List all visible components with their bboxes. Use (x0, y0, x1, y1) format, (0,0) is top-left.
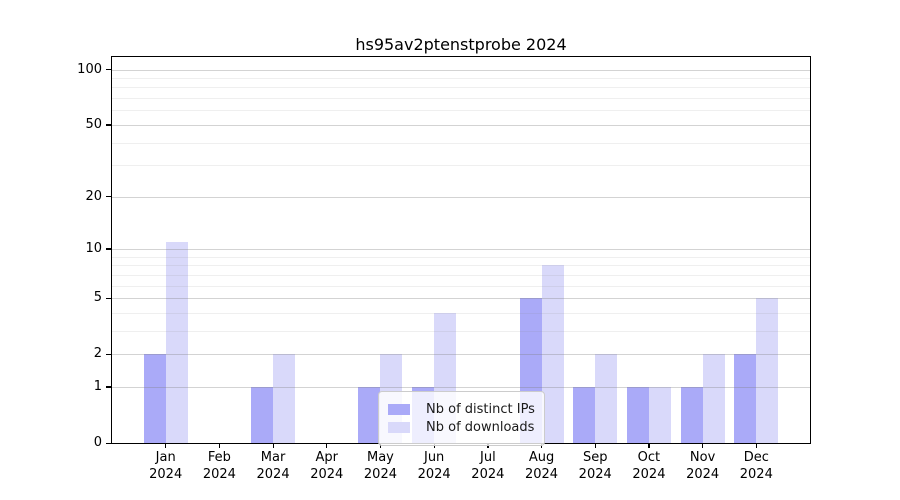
legend-row-ips: Nb of distinct IPs (388, 402, 535, 417)
x-tick-label-11: Nov 2024 (686, 450, 720, 482)
x-tick-label-7: Jul 2024 (471, 450, 505, 482)
x-tick-label-12: Dec 2024 (739, 450, 773, 482)
major-gridline-50 (112, 124, 810, 126)
x-tick-mark-2 (218, 444, 221, 448)
legend-row-downloads: Nb of downloads (388, 420, 535, 435)
x-tick-mark-5 (379, 444, 382, 448)
y-tick-label-0: 0 (93, 435, 102, 450)
minor-gridline-30 (112, 165, 810, 167)
x-tick-mark-3 (272, 444, 274, 448)
x-tick-mark-6 (433, 444, 435, 448)
bar-ips-mar (251, 386, 274, 443)
minor-gridline-3 (112, 330, 810, 332)
bar-downloads-jan (165, 241, 188, 443)
x-tick-mark-12 (755, 444, 757, 448)
legend-swatch-ips (388, 404, 410, 415)
y-tick-mark-20 (106, 196, 111, 198)
grid-layer (112, 57, 810, 443)
minor-gridline-8 (112, 265, 810, 267)
major-gridline-5 (112, 298, 810, 300)
y-tick-label-10: 10 (85, 240, 102, 256)
minor-gridline-90 (112, 78, 810, 80)
legend-label-downloads: Nb of downloads (426, 420, 535, 435)
x-tick-label-1: Jan 2024 (149, 450, 183, 482)
minor-gridline-7 (112, 274, 810, 276)
bar-downloads-nov (702, 354, 725, 443)
major-gridline-100 (112, 69, 810, 71)
bar-ips-jan (143, 354, 166, 443)
minor-gridline-9 (112, 256, 810, 258)
y-tick-label-1: 1 (93, 378, 102, 394)
y-tick-mark-100 (106, 69, 111, 71)
bar-ips-dec (734, 354, 757, 443)
x-tick-mark-9 (594, 444, 596, 448)
y-tick-mark-0 (106, 442, 111, 444)
major-gridline-1 (112, 386, 810, 388)
bar-ips-may (358, 386, 381, 443)
x-tick-label-6: Jun 2024 (417, 450, 451, 482)
x-tick-label-4: Apr 2024 (310, 450, 344, 482)
minor-gridline-70 (112, 98, 810, 100)
x-tick-label-10: Oct 2024 (632, 450, 666, 482)
minor-gridline-4 (112, 312, 810, 314)
minor-gridline-40 (112, 142, 810, 144)
x-tick-label-3: Mar 2024 (256, 450, 290, 482)
minor-gridline-80 (112, 87, 810, 89)
legend-swatch-downloads (388, 422, 410, 433)
y-tick-mark-2 (106, 353, 111, 355)
legend-label-ips: Nb of distinct IPs (426, 402, 535, 417)
minor-gridline-60 (112, 110, 810, 112)
bar-downloads-dec (756, 298, 779, 443)
y-tick-label-50: 50 (85, 116, 102, 132)
x-tick-mark-1 (165, 444, 167, 448)
x-tick-mark-11 (702, 444, 704, 448)
chart-title: hs95av2ptenstprobe 2024 (355, 35, 567, 54)
x-tick-label-9: Sep 2024 (578, 450, 612, 482)
x-tick-mark-4 (326, 444, 328, 448)
x-tick-label-8: Aug 2024 (524, 450, 559, 482)
bar-ips-sep (573, 386, 596, 443)
y-tick-label-20: 20 (85, 188, 102, 204)
major-gridline-2 (112, 354, 810, 356)
bar-ips-oct (626, 386, 649, 443)
y-tick-mark-5 (106, 297, 111, 299)
bar-downloads-aug (541, 265, 564, 443)
y-tick-mark-1 (106, 386, 111, 388)
bar-downloads-mar (273, 354, 296, 443)
y-tick-label-2: 2 (93, 346, 102, 362)
legend: Nb of distinct IPs Nb of downloads (378, 391, 545, 446)
bar-downloads-oct (648, 386, 671, 443)
x-tick-mark-7 (487, 444, 489, 448)
x-tick-mark-10 (648, 444, 650, 448)
x-tick-label-2: Feb 2024 (202, 450, 236, 482)
minor-gridline-6 (112, 285, 810, 287)
major-gridline-20 (112, 196, 810, 198)
x-tick-mark-8 (541, 444, 543, 448)
y-tick-label-100: 100 (77, 61, 102, 77)
x-tick-label-5: May 2024 (363, 450, 397, 482)
bar-downloads-sep (595, 354, 618, 443)
bar-ips-nov (680, 386, 703, 443)
major-gridline-10 (112, 248, 810, 250)
y-tick-mark-10 (106, 248, 111, 250)
plot-area: Nb of distinct IPs Nb of downloads (111, 56, 811, 446)
y-tick-mark-50 (106, 124, 111, 126)
y-tick-label-5: 5 (93, 290, 102, 306)
